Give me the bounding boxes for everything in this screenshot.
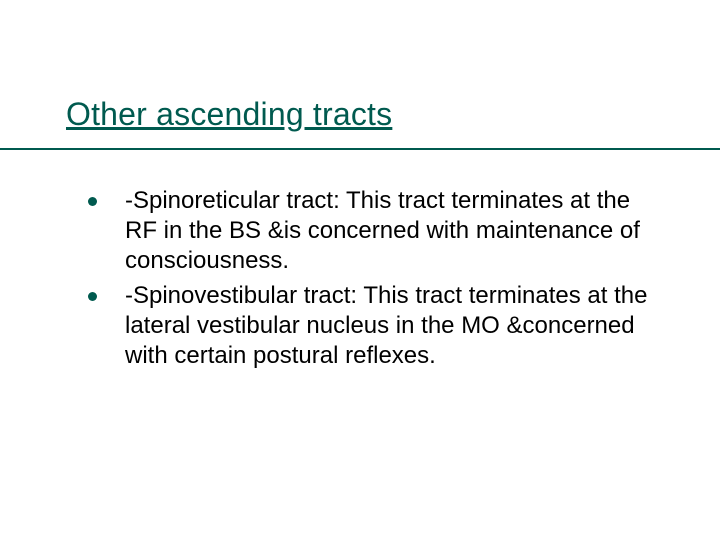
list-item-text: -Spinovestibular tract: This tract termi… xyxy=(125,281,648,372)
bullet-icon xyxy=(88,197,97,206)
list-item-text: -Spinoreticular tract: This tract termin… xyxy=(125,186,648,277)
list-item: -Spinoreticular tract: This tract termin… xyxy=(88,186,648,277)
bullet-icon xyxy=(88,292,97,301)
list-item: -Spinovestibular tract: This tract termi… xyxy=(88,281,648,372)
body-area: -Spinoreticular tract: This tract termin… xyxy=(88,186,648,375)
slide: Other ascending tracts -Spinoreticular t… xyxy=(0,0,720,540)
slide-title: Other ascending tracts xyxy=(66,96,392,133)
title-underline-rule xyxy=(0,148,720,150)
